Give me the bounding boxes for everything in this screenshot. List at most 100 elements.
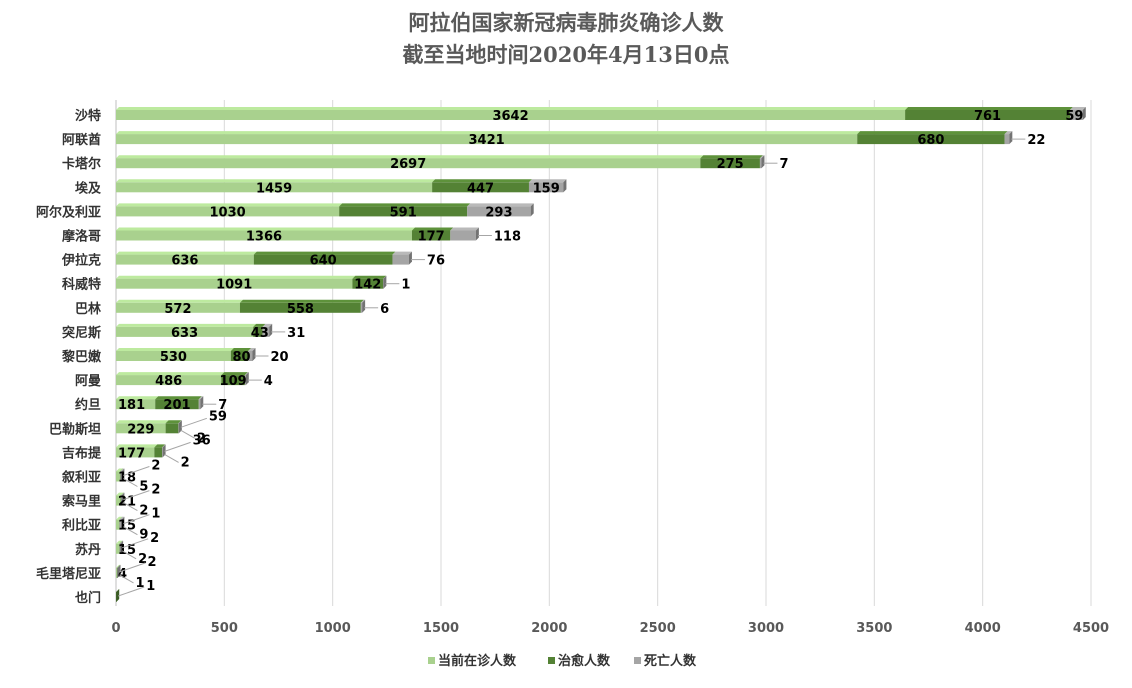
data-label: 530 [160,350,187,365]
bar-deaths [467,206,531,217]
x-tick-label: 4000 [965,621,1001,636]
bar-deaths-top [528,179,567,183]
bar-recovered [230,351,249,361]
bar-deaths [1004,134,1010,145]
data-label: 21 [118,495,136,510]
data-label: 31 [287,326,305,341]
data-label: 59 [1065,109,1083,124]
category-label: 苏丹 [75,542,101,558]
data-label: 36 [193,433,211,448]
bar-current [116,158,701,169]
leader-line [123,490,150,501]
x-tick-label: 4500 [1073,621,1109,636]
leader-line [121,550,137,560]
category-label: 伊拉克 [61,253,101,269]
category-label: 科威特 [62,277,101,293]
bar-side [1082,107,1086,120]
category-label: 毛里塔尼亚 [36,566,101,582]
bar-recovered [165,423,179,434]
data-label: 15 [118,543,136,558]
bar-current-top [116,155,704,159]
data-label: 2 [151,459,160,474]
data-label: 2 [139,504,148,519]
x-tick-label: 1500 [423,621,459,636]
leader-line [119,562,146,573]
x-tick-label: 1000 [315,621,351,636]
bar-side [383,275,387,289]
bar-current-top [116,564,120,568]
bar-current-top [116,227,415,231]
bar-deaths-top [450,227,479,231]
bar-current-top [116,540,123,544]
data-label: 20 [271,350,289,365]
data-label: 1 [136,576,145,591]
bar-recovered [352,278,384,289]
bar-recovered-top [253,251,396,255]
bar-recovered [700,158,760,169]
x-tick-label: 3000 [748,621,784,636]
bar-recovered-top [230,348,252,351]
bar-deaths [248,351,253,361]
data-label: 59 [209,409,227,424]
bar-current-top [116,299,243,303]
category-label: 卡塔尔 [62,156,101,172]
data-label: 2697 [390,157,426,172]
bar-current-top [116,348,234,351]
leader-line [164,453,179,463]
x-tick-label: 2500 [640,621,676,636]
bar-current [116,399,156,410]
x-tick-label: 2000 [531,621,567,636]
bar-recovered [253,254,393,265]
bar-recovered-top [119,540,123,544]
bar-deaths [120,495,122,506]
bar-current [116,447,155,458]
bar-deaths [262,326,270,337]
bar-deaths [178,423,179,434]
legend-label: 治愈人数 [558,653,611,669]
data-label: 1459 [256,181,292,196]
bar-deaths-top [383,275,387,279]
data-label: 640 [310,254,337,269]
bar-current [116,110,906,120]
bar-current [116,230,412,241]
leader-line [164,441,191,452]
legend: 当前在诊人数 治愈人数 死亡人数 [428,653,697,669]
data-label: 4 [118,567,127,582]
bar-recovered-top [411,227,454,231]
bar-recovered-top [119,468,124,472]
bar-recovered [221,375,245,386]
bar-deaths-top [119,540,124,544]
category-label: 黎巴嫩 [62,349,102,365]
data-label: 201 [163,398,190,413]
data-label: 633 [171,326,198,341]
bar-current-top [116,179,436,183]
data-label: 3421 [469,133,505,148]
leader-line [123,514,150,525]
data-label: 109 [220,374,247,389]
bar-current [116,326,254,337]
data-label: 142 [354,278,381,293]
category-label: 阿曼 [75,374,101,389]
bar-side [362,299,366,313]
category-labels: 沙特阿联酋卡塔尔埃及阿尔及利亚摩洛哥伊拉克科威特巴林突尼斯黎巴嫩阿曼约旦巴勒斯坦… [36,108,102,606]
category-label: 摩洛哥 [62,229,101,245]
bar-side [252,348,256,361]
bar-recovered [119,471,121,482]
bar-deaths [120,471,122,482]
leader-line [180,429,196,439]
bar-current-top [116,420,169,424]
bar-deaths-top [248,348,256,351]
data-label: 159 [533,181,560,196]
leader-line [119,574,134,584]
bar-current [116,567,117,578]
data-label: 118 [494,230,521,245]
leader-line [118,586,145,597]
bar-current-top [116,131,861,135]
bar-recovered-top [120,492,124,496]
bar-recovered [155,399,199,410]
bar-deaths-top [198,396,204,400]
bar-current-top [116,492,124,496]
bar-current [116,375,222,386]
data-label: 293 [485,205,512,220]
bar-recovered [339,206,468,217]
